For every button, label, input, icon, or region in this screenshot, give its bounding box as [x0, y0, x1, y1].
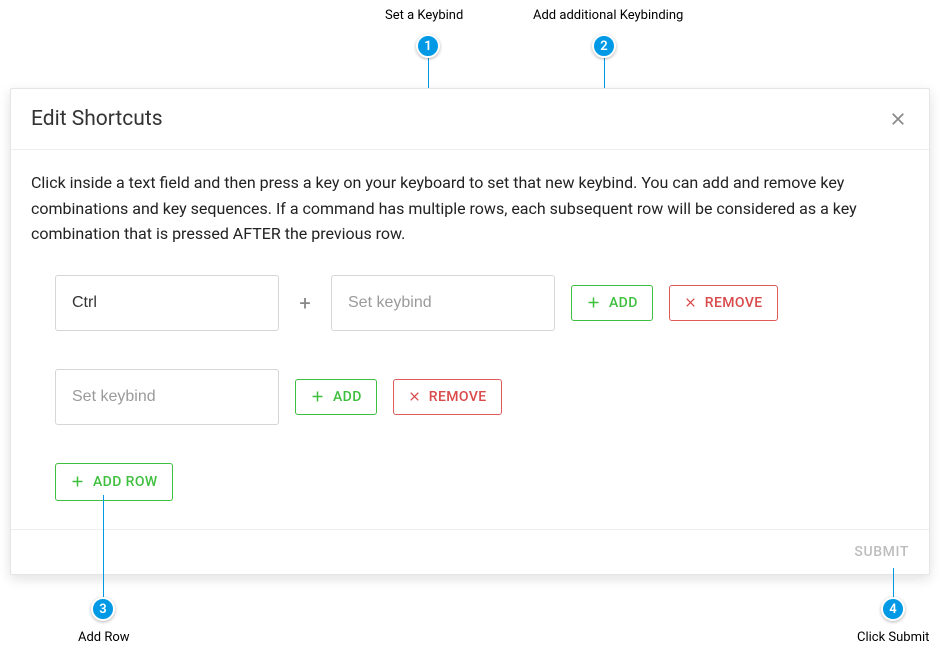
plus-join-icon: +	[295, 291, 315, 315]
callout-3-line	[103, 495, 104, 597]
submit-button[interactable]: SUBMIT	[854, 544, 909, 560]
add-button-label: ADD	[333, 389, 362, 405]
callout-2-marker: 2	[592, 34, 616, 58]
plus-icon	[310, 389, 325, 404]
callout-3-label: Add Row	[78, 630, 130, 645]
add-row-label: ADD ROW	[93, 474, 158, 490]
edit-shortcuts-dialog: Edit Shortcuts Click inside a text field…	[10, 88, 930, 575]
callout-1-label: Set a Keybind	[385, 8, 463, 23]
dialog-header: Edit Shortcuts	[11, 89, 929, 150]
keybind-input-2a[interactable]	[55, 369, 279, 425]
plus-icon	[70, 474, 85, 489]
keybind-input-1a[interactable]	[55, 275, 279, 331]
callout-2-label: Add additional Keybinding	[533, 8, 683, 23]
add-row-button[interactable]: ADD ROW	[55, 463, 173, 501]
callout-4-label: Click Submit	[857, 630, 929, 645]
remove-button-label: REMOVE	[705, 295, 763, 311]
add-button-label: ADD	[609, 295, 638, 311]
keybind-input-1b[interactable]	[331, 275, 555, 331]
remove-button-label: REMOVE	[429, 389, 487, 405]
instructions-text: Click inside a text field and then press…	[31, 170, 909, 247]
remove-button[interactable]: REMOVE	[669, 285, 778, 321]
callout-4-line	[893, 568, 894, 598]
dialog-body: Click inside a text field and then press…	[11, 150, 929, 529]
close-icon	[889, 110, 907, 128]
close-button[interactable]	[887, 108, 909, 130]
add-button[interactable]: ADD	[295, 379, 377, 415]
callout-1-marker: 1	[416, 34, 440, 58]
callout-3-marker: 3	[91, 597, 115, 621]
dialog-footer: SUBMIT	[11, 529, 929, 574]
dialog-title: Edit Shortcuts	[31, 107, 163, 131]
remove-button[interactable]: REMOVE	[393, 379, 502, 415]
add-row-container: ADD ROW	[31, 463, 909, 501]
callout-4-marker: 4	[881, 597, 905, 621]
keybind-row: + ADD REMOVE	[31, 275, 909, 331]
plus-icon	[586, 295, 601, 310]
add-button[interactable]: ADD	[571, 285, 653, 321]
x-icon	[684, 296, 697, 309]
keybind-row: ADD REMOVE	[31, 369, 909, 425]
x-icon	[408, 390, 421, 403]
